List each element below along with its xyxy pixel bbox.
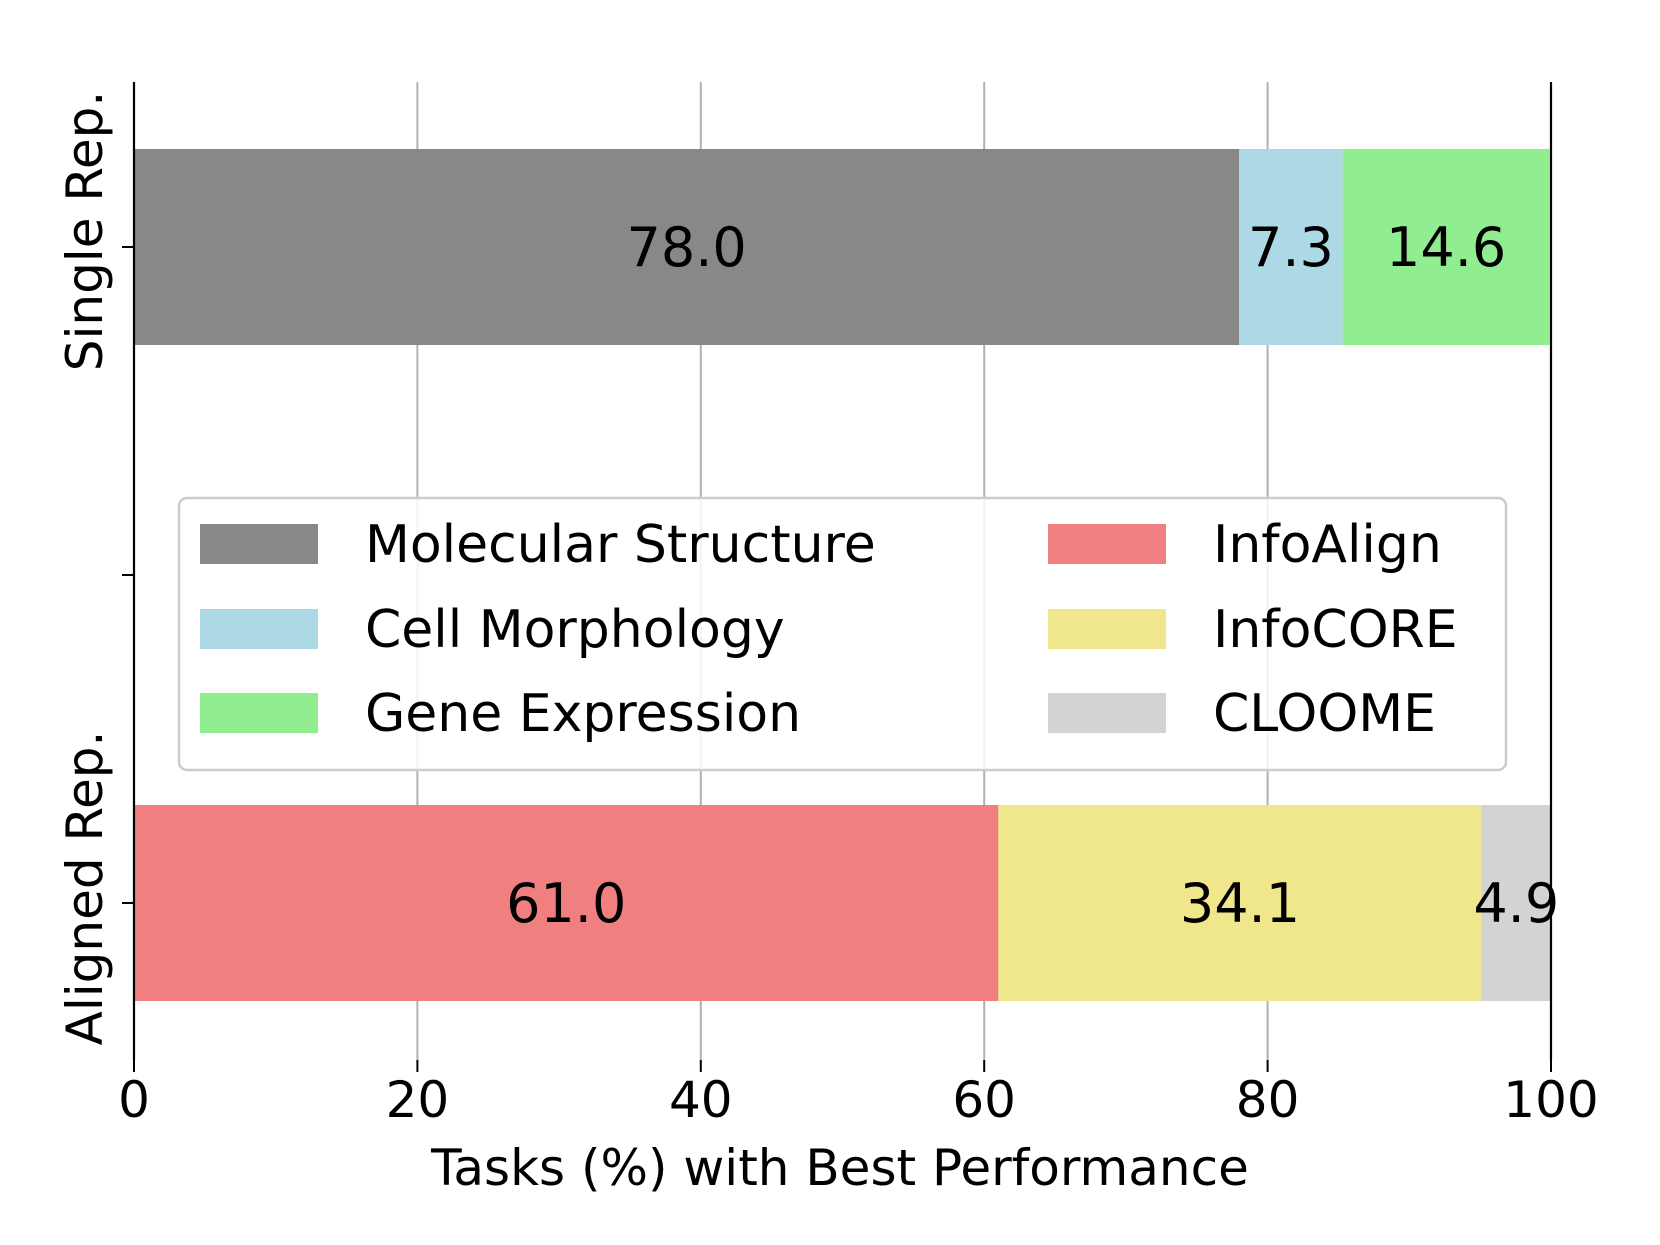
legend-swatch-infocore [1048,609,1166,649]
legend-label-cell-morphology: Cell Morphology [365,600,785,660]
data-label-infocore: 34.1 [1180,872,1300,935]
legend-label-molecular-structure: Molecular Structure [365,515,876,575]
x-axis-title: Tasks (%) with Best Performance [430,1139,1249,1197]
legend-box [177,496,1508,772]
legend-label-gene-expression: Gene Expression [365,684,801,744]
axes-layer: 0 20 40 60 80 100 Single Rep. Aligned Rep. [56,82,1599,1129]
x-tick-label-0: 0 [118,1071,150,1129]
legend-swatch-cell-morphology [200,609,318,649]
legend-swatch-cloome [1048,693,1166,733]
bar-aligned-rep-infocore [998,805,1482,1001]
data-label-cloome: 4.9 [1473,872,1559,935]
legend-label-infocore: InfoCORE [1213,600,1458,660]
legend-swatch-molecular-structure [200,524,318,564]
bar-single-rep-molecular-structure [134,149,1240,345]
data-label-molecular-structure: 78.0 [627,216,747,279]
legend: Molecular Structure Cell Morphology Gene E… [177,496,1508,772]
y-category-label-aligned-rep: Aligned Rep. [56,731,114,1046]
bar-single-rep-cell-morphology [1239,149,1343,345]
legend-swatch-infoalign [1048,524,1166,564]
labels-layer: 78.0 7.3 14.6 61.0 34.1 4.9 [506,216,1559,935]
y-category-label-single-rep: Single Rep. [56,91,114,372]
x-tick-label-80: 80 [1236,1071,1300,1129]
bar-single-rep-gene-expression [1342,149,1550,345]
data-label-cell-morphology: 7.3 [1248,216,1334,279]
bars-layer [134,149,1551,1001]
x-tick-label-40: 40 [669,1071,733,1129]
data-label-gene-expression: 14.6 [1386,216,1506,279]
bar-aligned-rep-infoalign [134,805,999,1001]
x-tick-label-60: 60 [952,1071,1016,1129]
data-label-infoalign: 61.0 [506,872,626,935]
legend-swatch-gene-expression [200,693,318,733]
legend-label-infoalign: InfoAlign [1213,515,1442,575]
x-tick-label-100: 100 [1503,1071,1598,1129]
bar-aligned-rep-cloome [1481,805,1551,1001]
x-tick-label-20: 20 [386,1071,450,1129]
legend-label-cloome: CLOOME [1213,684,1436,744]
